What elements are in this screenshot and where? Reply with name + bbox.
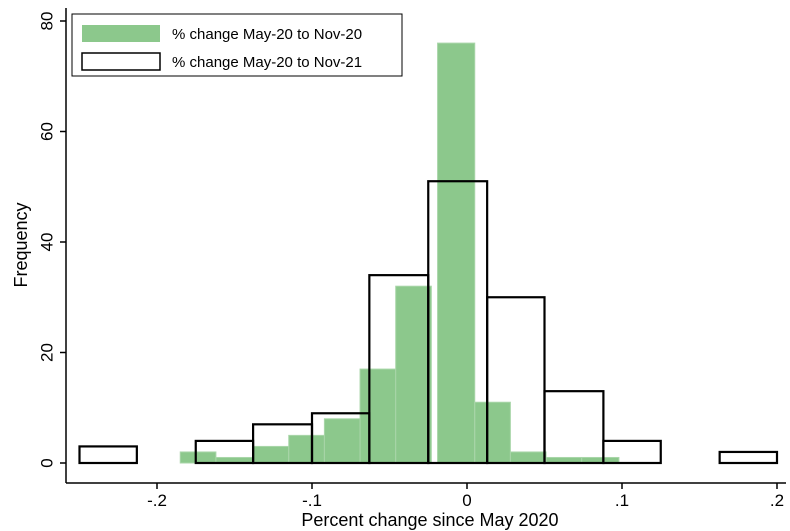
y-axis-title: Frequency bbox=[11, 202, 31, 287]
bar-nov21-7 bbox=[543, 390, 605, 465]
series-nov21-bars bbox=[78, 180, 779, 465]
bar-nov21-9 bbox=[718, 450, 779, 465]
plot-area: 0 20 40 60 80 -.2 -.1 0 .1 .2 bbox=[37, 8, 786, 510]
bar-nov21-8 bbox=[602, 439, 662, 465]
legend-label-nov20: % change May-20 to Nov-20 bbox=[172, 26, 362, 43]
bar-nov20-9 bbox=[474, 401, 511, 464]
legend-swatch-nov21 bbox=[81, 52, 161, 71]
bar-nov20-10 bbox=[509, 451, 547, 464]
series-nov20-bars bbox=[179, 42, 620, 464]
x-tick-label-2: 0 bbox=[462, 491, 471, 510]
bar-nov20-6 bbox=[395, 285, 432, 464]
bar-nov20-3 bbox=[288, 434, 325, 464]
y-tick-label-0: 0 bbox=[37, 458, 56, 467]
bar-nov20-8 bbox=[437, 42, 476, 464]
y-tick-label-20: 20 bbox=[37, 343, 56, 362]
y-axis-ticks: 0 20 40 60 80 bbox=[37, 12, 66, 468]
legend: % change May-20 to Nov-20 % change May-2… bbox=[71, 13, 403, 77]
legend-label-nov21: % change May-20 to Nov-21 bbox=[172, 54, 362, 71]
bar-nov21-6 bbox=[486, 296, 546, 465]
x-tick-label-3: .1 bbox=[615, 491, 629, 510]
bar-nov20-5 bbox=[359, 368, 397, 464]
x-axis-ticks: -.2 -.1 0 .1 .2 bbox=[147, 483, 784, 510]
bar-nov21-0 bbox=[78, 445, 138, 465]
x-tick-label-1: -.1 bbox=[302, 491, 322, 510]
y-tick-label-60: 60 bbox=[37, 122, 56, 141]
bar-nov20-4 bbox=[323, 418, 361, 464]
bar-nov20-0 bbox=[179, 451, 217, 464]
y-tick-label-40: 40 bbox=[37, 233, 56, 252]
legend-swatch-nov20 bbox=[82, 25, 160, 42]
x-tick-label-0: -.2 bbox=[147, 491, 167, 510]
y-tick-label-80: 80 bbox=[37, 12, 56, 31]
bar-nov20-2 bbox=[252, 445, 290, 464]
x-axis-title: Percent change since May 2020 bbox=[301, 510, 558, 530]
x-tick-label-4: .2 bbox=[770, 491, 784, 510]
